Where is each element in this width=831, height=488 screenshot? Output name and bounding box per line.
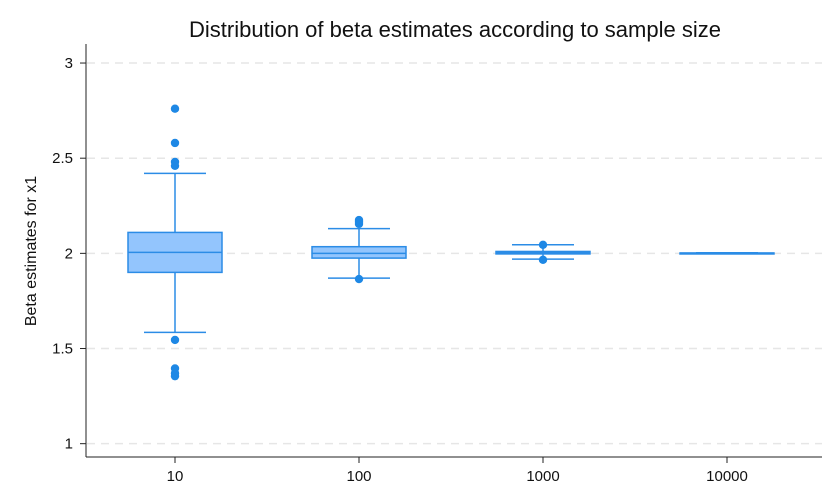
iqr-box [311, 245, 407, 259]
x-tick-label: 100 [346, 468, 371, 485]
outlier-point [170, 138, 180, 148]
outlier-point [538, 240, 548, 249]
outlier-point [538, 255, 548, 265]
outlier-point [170, 335, 180, 345]
y-axis-label: Beta estimates for x1 [23, 176, 40, 326]
boxes [127, 104, 775, 381]
box-group [495, 240, 591, 265]
y-tick-label: 2.5 [52, 150, 73, 167]
chart-title: Distribution of beta estimates according… [189, 17, 721, 42]
x-tick-label: 1000 [526, 468, 559, 485]
outlier-point [170, 104, 180, 113]
outlier-point [354, 219, 364, 229]
y-tick-label: 3 [65, 55, 73, 72]
x-tick-label: 10 [167, 468, 184, 485]
box-group [311, 215, 407, 284]
box-group [127, 104, 223, 381]
y-tick-label: 1.5 [52, 341, 73, 358]
y-tick-label: 2 [65, 245, 73, 262]
box-group [679, 252, 775, 255]
grid-lines [87, 62, 822, 445]
outlier-point [170, 371, 180, 381]
y-tick-label: 1 [65, 436, 73, 453]
axes [80, 44, 822, 463]
outlier-point [354, 274, 364, 284]
tick-labels: 1 1.5 2 2.5 3 10 100 1000 10000 [52, 55, 748, 485]
outlier-point [170, 161, 180, 171]
x-tick-label: 10000 [706, 468, 748, 485]
